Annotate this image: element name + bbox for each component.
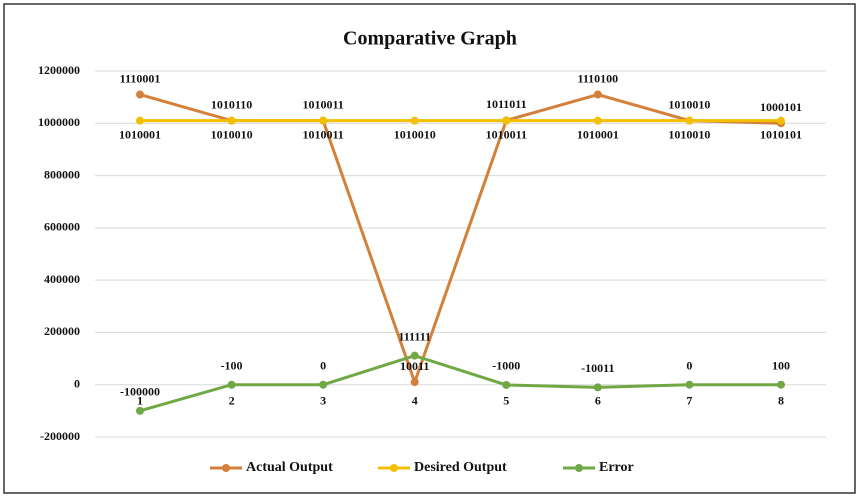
data-label: 111111: [398, 329, 431, 343]
y-tick-label: 1000000: [38, 115, 80, 129]
legend-marker: [390, 464, 398, 472]
y-tick-label: 1200000: [38, 63, 80, 77]
legend-marker: [575, 464, 583, 472]
point: [136, 90, 144, 99]
x-tick-label: 8: [778, 393, 784, 407]
point: [227, 116, 236, 125]
point: [410, 351, 419, 360]
legend-label: Desired Output: [414, 460, 507, 475]
data-label: -10011: [581, 361, 614, 375]
data-label: 1000101: [760, 100, 802, 114]
point: [777, 116, 785, 125]
point: [136, 116, 144, 125]
data-label: 1011011: [486, 97, 527, 111]
data-label: 1010011: [302, 97, 343, 111]
x-tick-label: 5: [503, 393, 509, 407]
data-label: 1010001: [577, 127, 619, 141]
data-label: -1000: [492, 359, 520, 373]
point: [136, 406, 144, 415]
point: [685, 116, 694, 125]
y-tick-label: 400000: [44, 272, 80, 286]
point: [777, 380, 785, 389]
point: [227, 380, 236, 389]
point: [593, 383, 602, 392]
data-label: 1010010: [668, 97, 710, 111]
point: [502, 380, 511, 389]
data-label: -100: [221, 358, 243, 372]
chart-title: Comparative Graph: [343, 28, 517, 50]
point: [319, 380, 328, 389]
data-label: 1010001: [119, 127, 161, 141]
data-label: 1010010: [211, 127, 253, 141]
point: [593, 90, 602, 99]
data-label: 1010110: [211, 97, 252, 111]
point: [410, 116, 419, 125]
data-label: 1010011: [302, 127, 343, 141]
x-tick-label: 2: [229, 393, 235, 407]
data-label: 1010010: [394, 127, 436, 141]
data-label: 100: [772, 358, 790, 372]
chart-border: [3, 3, 856, 494]
point: [410, 378, 419, 387]
y-tick-label: 600000: [44, 220, 80, 234]
series-line: [139, 354, 782, 413]
data-label: -100000: [120, 385, 160, 399]
y-tick-label: 200000: [44, 324, 80, 338]
data-label: 1010010: [668, 127, 710, 141]
point: [593, 116, 602, 125]
point: [685, 380, 694, 389]
x-tick-label: 1: [137, 393, 143, 407]
data-label: 1010011: [486, 127, 527, 141]
x-tick-label: 4: [412, 393, 418, 407]
y-tick-label: 0: [74, 376, 80, 390]
legend-label: Error: [599, 460, 634, 475]
data-label: 1110100: [578, 71, 619, 85]
data-label: 1010101: [760, 127, 802, 141]
data-label: 0: [320, 358, 326, 372]
data-label: 1110001: [120, 71, 161, 85]
point: [319, 116, 328, 125]
point: [502, 116, 511, 125]
y-tick-label: -200000: [40, 429, 80, 443]
legend-label: Actual Output: [246, 460, 333, 475]
data-label: 0: [686, 358, 692, 372]
x-tick-label: 7: [686, 393, 692, 407]
x-tick-label: 6: [595, 393, 601, 407]
x-tick-label: 3: [320, 393, 326, 407]
y-tick-label: 800000: [44, 167, 80, 181]
data-label: 10011: [400, 359, 429, 373]
legend-marker: [222, 464, 230, 472]
